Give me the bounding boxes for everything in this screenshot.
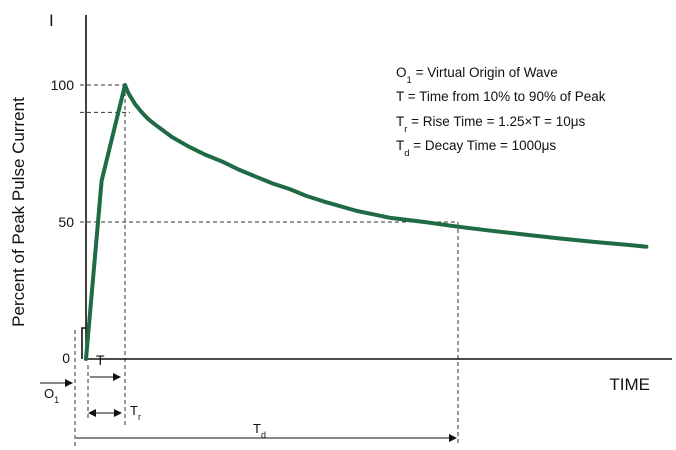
t-arrow-head [113,373,121,381]
legend-definition-2: T = Time from 10% to 90% of Peak [396,89,606,104]
y-tick-label-50: 50 [58,214,74,230]
y-tick-label-100: 100 [51,77,75,93]
legend-definition-1: O1 = Virtual Origin of Wave [396,65,558,86]
pulse-current-curve [84,83,649,361]
o1-label: O1 [44,386,59,405]
tr-arrow-head-right [114,409,122,417]
legend-definition-3: Tr = Rise Time = 1.25×T = 10μs [396,114,586,135]
td-label: Td [253,421,266,440]
t-label: T [96,352,105,368]
y-axis-symbol: I [49,11,54,30]
y-tick-label-0: 0 [62,350,70,366]
tr-arrow-head-left [88,409,96,417]
legend-definition-4: Td = Decay Time = 1000μs [396,138,556,159]
td-arrow-head [449,434,457,442]
o1-arrow-head [65,379,73,387]
x-axis-label: TIME [609,375,650,394]
origin-bracket [81,327,86,359]
y-axis-label: Percent of Peak Pulse Current [9,97,28,327]
tr-label: Tr [130,403,141,422]
